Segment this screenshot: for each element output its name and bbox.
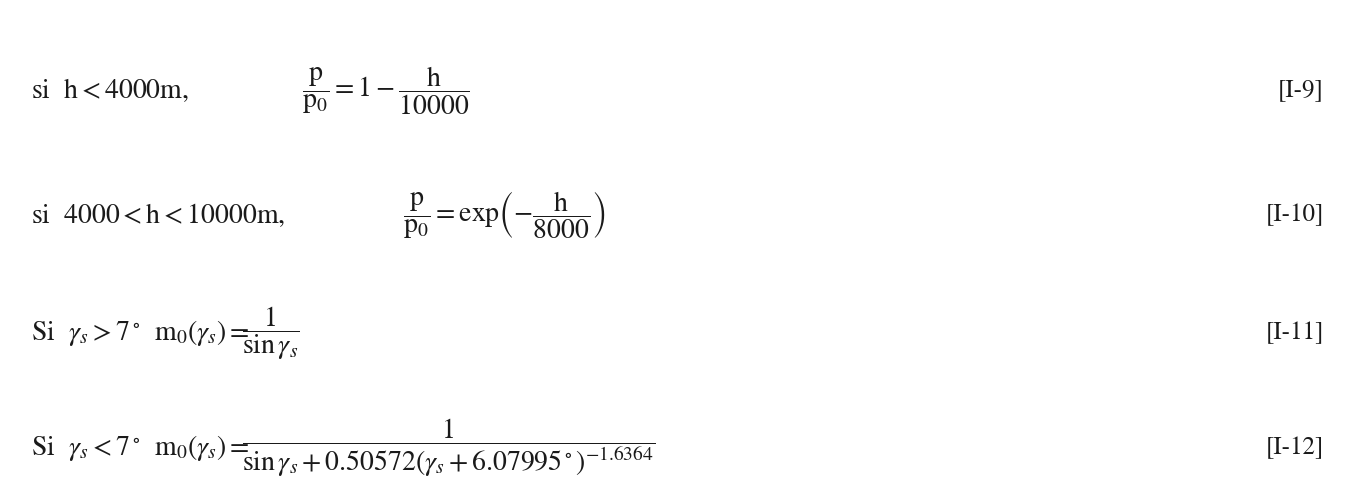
- Text: Si  $\gamma_s < 7^\circ\;\; \mathrm{m}_0(\gamma_s) =$: Si $\gamma_s < 7^\circ\;\; \mathrm{m}_0(…: [31, 433, 249, 463]
- Text: Si  $\gamma_s > 7^\circ\;\; \mathrm{m}_0(\gamma_s) =$: Si $\gamma_s > 7^\circ\;\; \mathrm{m}_0(…: [31, 318, 249, 348]
- Text: $\dfrac{1}{\sin\gamma_s}$: $\dfrac{1}{\sin\gamma_s}$: [241, 304, 299, 362]
- Text: [I-9]: [I-9]: [1278, 78, 1324, 102]
- Text: $\dfrac{\mathrm{p}}{\mathrm{p}_0} = 1 - \dfrac{\mathrm{h}}{10000}$: $\dfrac{\mathrm{p}}{\mathrm{p}_0} = 1 - …: [302, 64, 470, 116]
- Text: $\dfrac{1}{\sin\gamma_s + 0.50572(\gamma_s + 6.07995^\circ)^{-1.6364}}$: $\dfrac{1}{\sin\gamma_s + 0.50572(\gamma…: [241, 417, 654, 479]
- Text: $\dfrac{\mathrm{p}}{\mathrm{p}_0} = \exp\!\left(-\dfrac{\mathrm{h}}{8000}\right): $\dfrac{\mathrm{p}}{\mathrm{p}_0} = \exp…: [402, 190, 606, 241]
- Text: si  $4000 < \mathrm{h} < 10000\mathrm{m},$: si $4000 < \mathrm{h} < 10000\mathrm{m},…: [31, 201, 286, 229]
- Text: [I-10]: [I-10]: [1266, 203, 1324, 227]
- Text: [I-12]: [I-12]: [1266, 436, 1324, 460]
- Text: si  $\mathrm{h} < 4000\mathrm{m},$: si $\mathrm{h} < 4000\mathrm{m},$: [31, 76, 188, 104]
- Text: [I-11]: [I-11]: [1266, 321, 1324, 345]
